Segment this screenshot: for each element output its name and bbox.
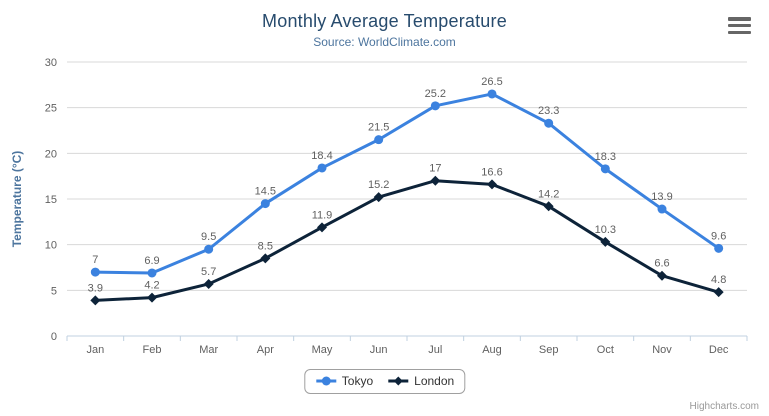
hamburger-icon: [728, 30, 751, 34]
marker-london[interactable]: [657, 270, 667, 281]
marker-london[interactable]: [260, 253, 271, 264]
data-label-london: 16.6: [481, 166, 502, 178]
marker-tokyo[interactable]: [714, 243, 724, 253]
marker-london[interactable]: [373, 192, 384, 203]
x-axis-label: Jul: [428, 344, 442, 356]
data-label-london: 8.5: [258, 240, 273, 252]
y-axis-label: 10: [45, 240, 57, 252]
data-label-tokyo: 6.9: [144, 255, 159, 267]
x-axis-label: Oct: [597, 344, 614, 356]
data-label-tokyo: 14.5: [255, 186, 276, 198]
x-axis-label: Nov: [652, 344, 672, 356]
y-axis-label: 20: [45, 148, 57, 160]
x-axis-label: May: [312, 344, 333, 356]
legend-label: Tokyo: [341, 374, 374, 388]
marker-london[interactable]: [487, 179, 497, 190]
data-label-london: 10.3: [595, 224, 616, 236]
marker-tokyo[interactable]: [260, 199, 270, 209]
x-axis-label: Aug: [482, 344, 502, 356]
data-label-london: 4.2: [144, 280, 159, 292]
legend: Tokyo London: [303, 369, 466, 394]
data-label-london: 5.7: [201, 266, 216, 278]
x-axis-label: Feb: [143, 344, 162, 356]
data-label-tokyo: 9.6: [711, 230, 726, 242]
marker-tokyo[interactable]: [204, 244, 214, 254]
marker-london[interactable]: [600, 236, 611, 247]
data-label-tokyo: 26.5: [481, 76, 502, 88]
x-axis-label: Jan: [86, 344, 104, 356]
data-label-tokyo: 7: [92, 254, 98, 266]
data-label-london: 17: [429, 163, 441, 175]
marker-tokyo[interactable]: [317, 163, 327, 173]
data-label-london: 6.6: [654, 258, 669, 270]
y-axis-label: 30: [45, 57, 57, 69]
marker-tokyo[interactable]: [487, 89, 497, 99]
x-axis-label: Dec: [709, 344, 729, 356]
data-label-london: 4.8: [711, 274, 726, 286]
data-label-tokyo: 21.5: [368, 122, 389, 134]
legend-label: London: [414, 374, 455, 388]
marker-tokyo[interactable]: [600, 164, 610, 174]
chart-subtitle: Source: WorldClimate.com: [313, 35, 456, 49]
series-line-london[interactable]: [93, 179, 721, 302]
legend-item-london[interactable]: London: [387, 374, 454, 388]
marker-tokyo[interactable]: [544, 118, 554, 128]
marker-tokyo[interactable]: [147, 268, 157, 278]
y-axis-label: 5: [51, 285, 57, 297]
marker-london[interactable]: [713, 287, 724, 298]
x-axis-label: Sep: [539, 344, 559, 356]
legend-symbol-circle: [315, 376, 336, 386]
data-label-tokyo: 9.5: [201, 231, 216, 243]
y-axis-label: 0: [51, 331, 57, 343]
y-axis-label: 15: [45, 194, 57, 206]
data-label-london: 15.2: [368, 179, 389, 191]
marker-tokyo[interactable]: [430, 101, 440, 111]
chart-title: Monthly Average Temperature: [262, 11, 507, 31]
marker-london[interactable]: [90, 295, 101, 306]
export-menu-button[interactable]: [728, 17, 751, 34]
y-axis-label: 25: [45, 103, 57, 115]
hamburger-icon: [728, 17, 751, 21]
data-label-tokyo: 25.2: [425, 88, 446, 100]
marker-london[interactable]: [430, 175, 441, 186]
marker-tokyo[interactable]: [657, 204, 667, 214]
hamburger-icon: [728, 23, 751, 28]
data-label-tokyo: 23.3: [538, 105, 559, 117]
marker-london[interactable]: [147, 292, 157, 303]
data-label-london: 3.9: [88, 282, 103, 294]
x-axis-label: Mar: [199, 344, 218, 356]
data-label-tokyo: 18.4: [311, 150, 332, 162]
marker-tokyo[interactable]: [374, 135, 384, 145]
legend-symbol-diamond: [388, 376, 409, 386]
series-line-tokyo[interactable]: [93, 92, 721, 275]
x-axis-label: Jun: [370, 344, 388, 356]
data-label-london: 11.9: [312, 209, 333, 221]
marker-london[interactable]: [317, 222, 327, 233]
marker-london[interactable]: [543, 201, 554, 212]
data-label-tokyo: 13.9: [651, 191, 672, 203]
y-axis-title: Temperature (°C): [10, 151, 24, 248]
legend-item-tokyo[interactable]: Tokyo: [315, 374, 373, 388]
data-label-tokyo: 18.3: [595, 151, 616, 163]
marker-tokyo[interactable]: [90, 267, 100, 277]
data-label-london: 14.2: [538, 188, 559, 200]
credits-link[interactable]: Highcharts.com: [689, 401, 759, 412]
x-axis-label: Apr: [257, 344, 274, 356]
marker-london[interactable]: [203, 278, 214, 289]
